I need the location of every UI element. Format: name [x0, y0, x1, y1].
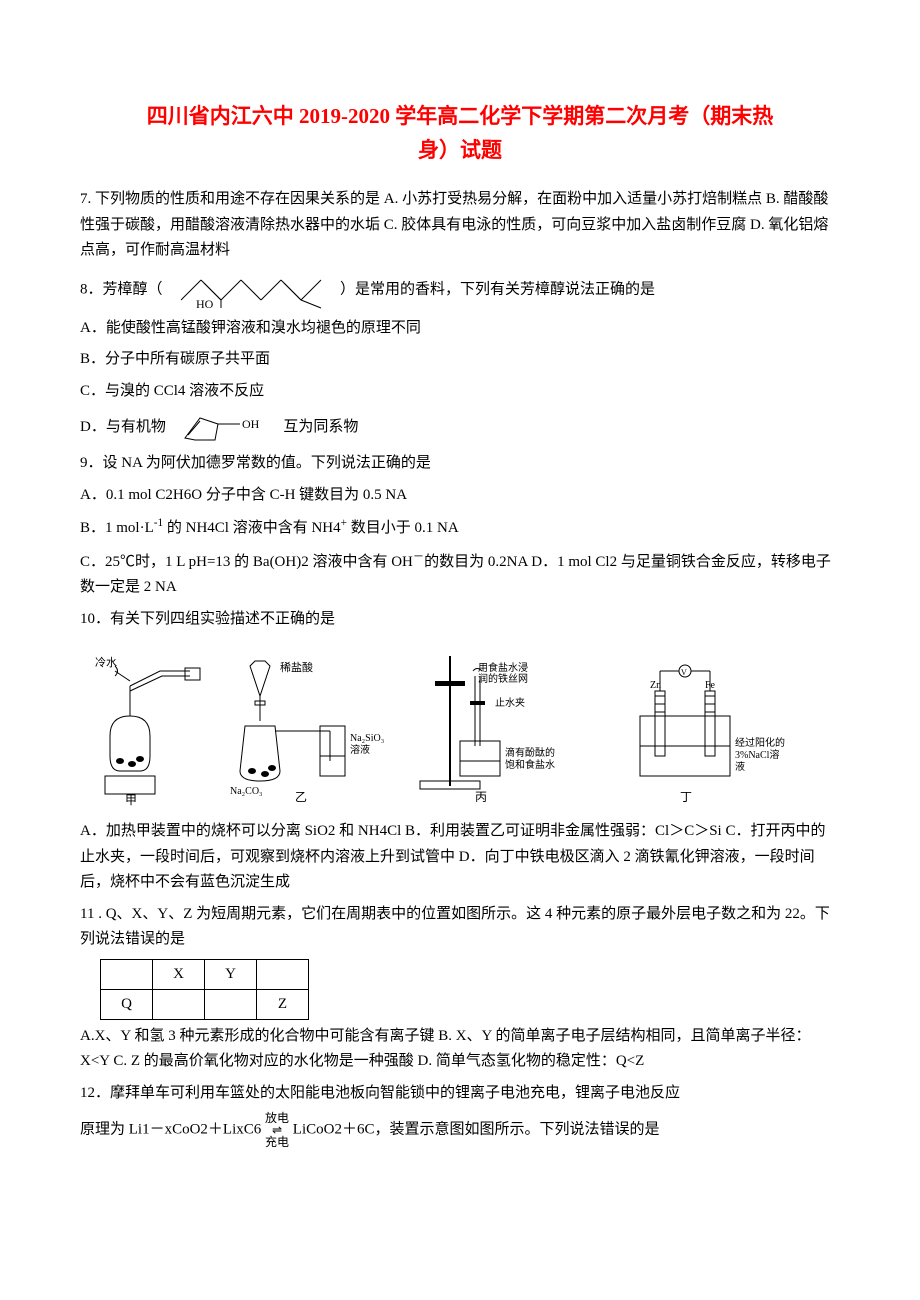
stop-clip-label: 止水夹 — [495, 696, 525, 709]
dilute-hcl-label: 稀盐酸 — [280, 660, 313, 674]
q8-before: 8．芳樟醇（ — [80, 281, 163, 297]
linalool-structure-icon: HO — [166, 270, 336, 310]
jia-label: 甲 — [125, 793, 137, 806]
svg-text:V: V — [681, 668, 687, 677]
q9-option-a: A．0.1 mol C2H6O 分子中含 C-H 键数目为 0.5 NA — [80, 483, 840, 509]
cell-r1c3: Y — [205, 959, 257, 989]
nacl-label: 经过阳化的 — [735, 736, 785, 749]
q8-option-a: A．能使酸性高锰酸钾溶液和溴水均褪色的原理不同 — [80, 316, 840, 342]
q8-option-c: C．与溴的 CCl4 溶液不反应 — [80, 379, 840, 405]
ding-label: 丁 — [680, 790, 692, 804]
zn-label: Zn — [650, 680, 661, 691]
svg-text:润的铁丝网: 润的铁丝网 — [478, 672, 528, 685]
na2sio3-label: Na₂SiO₃ — [350, 733, 384, 744]
cell-r2c2 — [153, 989, 205, 1019]
eq-before: 原理为 Li1－xCoO2＋LixC6 — [80, 1122, 265, 1138]
q8-option-d: D．与有机物 OH 互为同系物 — [80, 410, 840, 445]
svg-text:液: 液 — [735, 760, 745, 773]
exam-title: 四川省内江六中 2019-2020 学年高二化学下学期第二次月考（期末热 身）试… — [80, 100, 840, 167]
title-line-2: 身）试题 — [418, 138, 502, 162]
q9-stem: 9．设 NA 为阿伏加德罗常数的值。下列说法正确的是 — [80, 455, 431, 471]
question-9: 9．设 NA 为阿伏加德罗常数的值。下列说法正确的是 — [80, 451, 840, 477]
cold-water-label: 冷水 — [95, 656, 117, 669]
title-line-1: 四川省内江六中 2019-2020 学年高二化学下学期第二次月考（期末热 — [147, 104, 774, 128]
question-11-stem: 11 . Q、X、Y、Z 为短周期元素，它们在周期表中的位置如图所示。这 4 种… — [80, 902, 840, 953]
svg-text:溶液: 溶液 — [350, 743, 370, 756]
bing-label: 丙 — [475, 790, 487, 804]
cell-r2c3 — [205, 989, 257, 1019]
na2co3-label: Na₂CO₃ — [230, 786, 263, 797]
svg-text:HO: HO — [196, 297, 214, 310]
svg-text:3%NaCl溶: 3%NaCl溶 — [735, 748, 779, 761]
q8-after: ）是常用的香料，下列有关芳樟醇说法正确的是 — [340, 281, 655, 297]
q12-equation: 原理为 Li1－xCoO2＋LixC6 放电 ⇌ 充电 LiCoO2＋6C，装置… — [80, 1112, 840, 1148]
equilibrium-arrow-icon: 放电 ⇌ 充电 — [265, 1112, 289, 1148]
q7-text: 7. 下列物质的性质和用途不存在因果关系的是 A. 小苏打受热易分解，在面粉中加… — [80, 191, 828, 258]
cell-r1c2: X — [153, 959, 205, 989]
q11-options: A.X、Y 和氢 3 种元素形成的化合物中可能含有离子键 B. X、Y 的简单离… — [80, 1024, 840, 1075]
experiment-apparatus-figure: 冷水 甲 稀盐酸 Na₂CO₃ Na₂SiO₃ 溶液 乙 止水夹 用食盐水浸 润… — [80, 646, 840, 806]
cell-r1c4 — [257, 959, 309, 989]
cyclopentenol-structure-icon: OH — [170, 410, 280, 445]
eq-after: LiCoO2＋6C，装置示意图如图所示。下列说法错误的是 — [293, 1122, 660, 1138]
q9-option-b: B．1 mol·L-1 的 NH4Cl 溶液中含有 NH4+ 数目小于 0.1 … — [80, 514, 840, 542]
cell-r2c1: Q — [101, 989, 153, 1019]
cell-r1c1 — [101, 959, 153, 989]
question-10-stem: 10．有关下列四组实验描述不正确的是 — [80, 607, 840, 633]
question-7: 7. 下列物质的性质和用途不存在因果关系的是 A. 小苏打受热易分解，在面粉中加… — [80, 187, 840, 264]
svg-text:OH: OH — [242, 417, 260, 431]
minus-icon: － — [413, 551, 424, 563]
periodic-position-table: X Y Q Z — [100, 959, 309, 1020]
svg-text:饱和食盐水: 饱和食盐水 — [505, 758, 555, 771]
wet-wire-label: 用食盐水浸 — [478, 661, 528, 674]
q8-d-after: 互为同系物 — [283, 419, 358, 435]
yi-label: 乙 — [295, 790, 307, 804]
q9-option-c-d: C．25℃时，1 L pH=13 的 Ba(OH)2 溶液中含有 OH－的数目为… — [80, 548, 840, 601]
cell-r2c4: Z — [257, 989, 309, 1019]
q8-option-b: B．分子中所有碳原子共平面 — [80, 347, 840, 373]
q8-d-before: D．与有机物 — [80, 419, 166, 435]
q10-options: A．加热甲装置中的烧杯可以分离 SiO2 和 NH4Cl B．利用装置乙可证明非… — [80, 819, 840, 896]
phenol-label: 滴有酚酞的 — [505, 746, 555, 759]
question-12-stem: 12．摩拜单车可利用车篮处的太阳能电池板向智能锁中的锂离子电池充电，锂离子电池反… — [80, 1081, 840, 1107]
question-8-stem: 8．芳樟醇（ HO ）是常用的香料，下列有关芳樟醇说法正确的是 — [80, 270, 840, 310]
